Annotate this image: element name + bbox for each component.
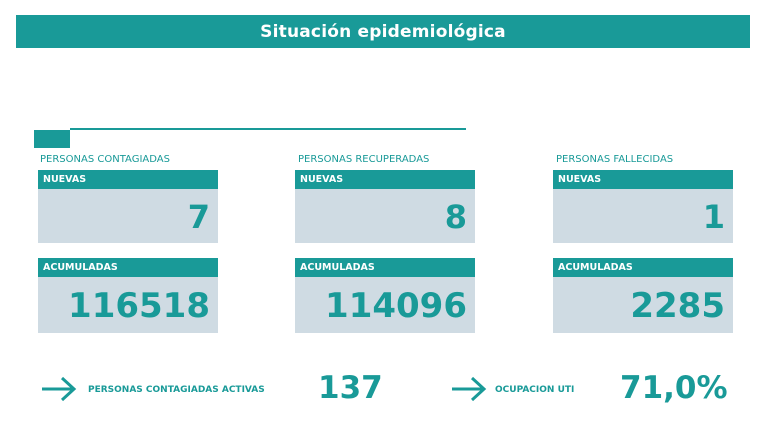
- active-cases-value: 137: [318, 370, 383, 406]
- contagiadas-new-header: NUEVAS: [38, 170, 218, 189]
- page-title: Situación epidemiológica: [260, 21, 506, 42]
- icu-occupancy-value: 71,0%: [620, 370, 728, 406]
- active-cases-label: PERSONAS CONTAGIADAS ACTIVAS: [88, 385, 265, 395]
- contagiadas-label: PERSONAS CONTAGIADAS: [40, 154, 170, 165]
- contagiadas-acc-card: ACUMULADAS 116518: [38, 258, 218, 333]
- recuperadas-new-card: NUEVAS 8: [295, 170, 475, 243]
- fallecidas-acc-card: ACUMULADAS 2285: [553, 258, 733, 333]
- header-banner: Situación epidemiológica: [16, 15, 750, 48]
- decorative-line: [70, 128, 466, 130]
- contagiadas-acc-value: 116518: [38, 277, 218, 333]
- recuperadas-acc-header: ACUMULADAS: [295, 258, 475, 277]
- recuperadas-new-value: 8: [295, 189, 475, 243]
- fallecidas-new-value: 1: [553, 189, 733, 243]
- fallecidas-acc-header: ACUMULADAS: [553, 258, 733, 277]
- arrow-right-icon: [42, 376, 77, 402]
- fallecidas-label: PERSONAS FALLECIDAS: [556, 154, 674, 165]
- recuperadas-label: PERSONAS RECUPERADAS: [298, 154, 430, 165]
- fallecidas-acc-value: 2285: [553, 277, 733, 333]
- contagiadas-new-value: 7: [38, 189, 218, 243]
- arrow-right-icon: [452, 376, 487, 402]
- recuperadas-new-header: NUEVAS: [295, 170, 475, 189]
- decorative-block: [34, 130, 70, 148]
- fallecidas-new-header: NUEVAS: [553, 170, 733, 189]
- fallecidas-new-card: NUEVAS 1: [553, 170, 733, 243]
- recuperadas-acc-value: 114096: [295, 277, 475, 333]
- icu-occupancy-label: OCUPACION UTI: [495, 385, 575, 395]
- contagiadas-new-card: NUEVAS 7: [38, 170, 218, 243]
- recuperadas-acc-card: ACUMULADAS 114096: [295, 258, 475, 333]
- contagiadas-acc-header: ACUMULADAS: [38, 258, 218, 277]
